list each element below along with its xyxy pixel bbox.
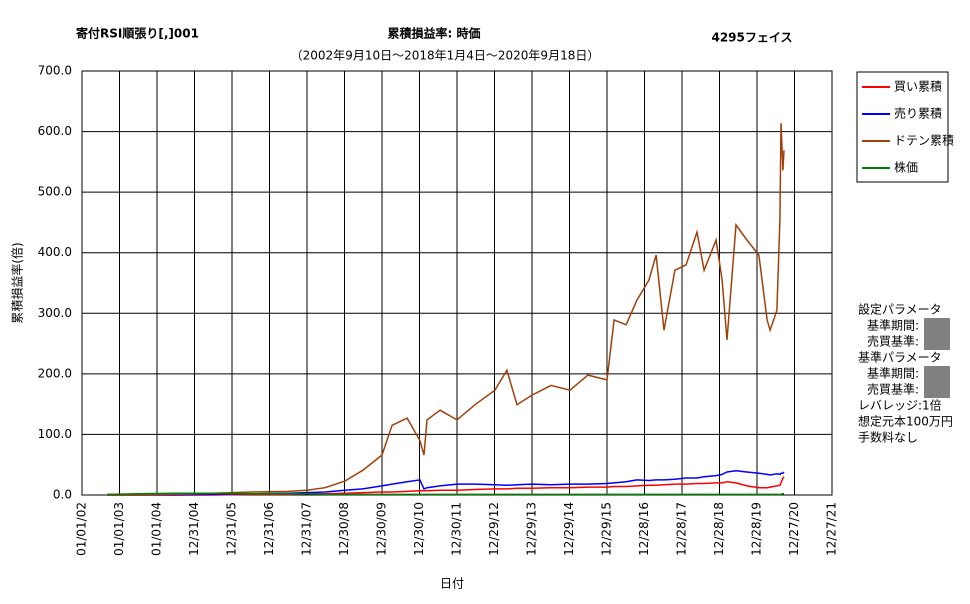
x-tick-label: 12/31/06 xyxy=(262,502,276,556)
panel-text: 基準期間: xyxy=(867,318,919,333)
panel-text: 売買基準: xyxy=(867,382,919,397)
redacted-box xyxy=(924,318,950,350)
x-tick-label: 12/31/04 xyxy=(187,502,201,556)
series-line xyxy=(107,470,785,496)
y-tick-label: 600.0 xyxy=(38,124,72,138)
legend-box xyxy=(856,71,949,183)
x-tick-label: 12/31/07 xyxy=(300,502,314,556)
y-tick-label: 100.0 xyxy=(38,427,72,441)
x-tick-label: 01/01/03 xyxy=(112,502,126,556)
chart-right-title: 4295フェイス xyxy=(711,31,792,45)
x-tick-label: 12/31/05 xyxy=(225,502,239,556)
x-tick-label: 12/29/13 xyxy=(525,502,539,556)
x-tick-label: 12/29/15 xyxy=(600,502,614,556)
panel-text: レバレッジ:1倍 xyxy=(858,398,942,413)
y-tick-label: 0.0 xyxy=(53,488,72,502)
x-tick-label: 12/30/09 xyxy=(375,502,389,556)
y-tick-label: 700.0 xyxy=(38,64,72,78)
panel-text: 設定パラメータ xyxy=(858,302,942,317)
panel-text: 手数料なし xyxy=(858,430,918,445)
x-tick-label: 12/28/19 xyxy=(750,502,764,556)
x-tick-label: 12/30/08 xyxy=(337,502,351,556)
y-tick-label: 400.0 xyxy=(38,245,72,259)
redacted-box xyxy=(924,366,950,398)
x-axis-label: 日付 xyxy=(440,577,464,591)
x-tick-label: 12/28/18 xyxy=(712,502,726,556)
legend-label: 買い累積 xyxy=(894,79,942,94)
x-tick-label: 12/27/21 xyxy=(825,502,839,556)
x-tick-label: 12/29/12 xyxy=(487,502,501,556)
chart-left-title: 寄付RSI順張り[,]001 xyxy=(76,26,199,41)
x-tick-label: 12/28/16 xyxy=(637,502,651,556)
x-tick-label: 12/29/14 xyxy=(562,502,576,556)
legend-label: 株価 xyxy=(894,160,918,175)
chart-title: 累積損益率: 時価 xyxy=(388,26,481,41)
x-tick-label: 01/01/02 xyxy=(75,502,89,556)
legend-label: 売り累積 xyxy=(894,106,942,121)
chart-subtitle: （2002年9月10日～2018年1月4日～2020年9月18日） xyxy=(291,49,600,63)
series-line xyxy=(107,492,784,496)
x-tick-label: 12/27/20 xyxy=(787,502,801,556)
x-tick-label: 01/01/04 xyxy=(150,502,164,556)
x-tick-label: 12/30/11 xyxy=(450,502,464,556)
panel-text: 基準パラメータ xyxy=(858,350,942,365)
series-line xyxy=(107,123,785,496)
y-tick-label: 500.0 xyxy=(38,185,72,199)
y-axis-label: 累積損益率(倍) xyxy=(10,242,25,323)
x-tick-label: 12/28/17 xyxy=(675,502,689,556)
y-tick-label: 200.0 xyxy=(38,366,72,380)
y-tick-label: 300.0 xyxy=(38,306,72,320)
series-line xyxy=(107,476,785,496)
panel-text: 売買基準: xyxy=(867,334,919,349)
x-tick-label: 12/30/10 xyxy=(412,502,426,556)
panel-text: 基準期間: xyxy=(867,366,919,381)
legend-label: ドテン累積 xyxy=(894,133,954,148)
panel-text: 想定元本100万円 xyxy=(858,414,953,429)
